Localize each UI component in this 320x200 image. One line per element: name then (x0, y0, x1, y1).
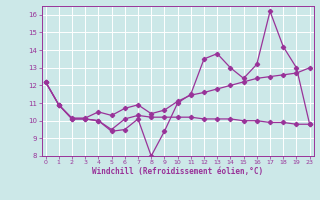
X-axis label: Windchill (Refroidissement éolien,°C): Windchill (Refroidissement éolien,°C) (92, 167, 263, 176)
